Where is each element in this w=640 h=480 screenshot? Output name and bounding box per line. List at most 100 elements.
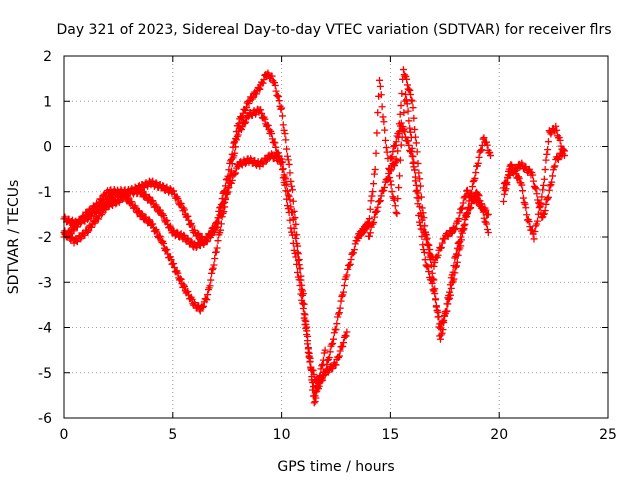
data-point [245, 100, 253, 108]
data-point [94, 215, 102, 223]
data-point [345, 261, 353, 269]
data-point [406, 124, 414, 132]
data-point [376, 82, 384, 90]
data-point [417, 209, 425, 217]
data-point [261, 115, 269, 123]
data-point [543, 150, 551, 158]
data-point [119, 195, 127, 203]
data-point [433, 306, 441, 314]
data-point [437, 331, 445, 339]
data-point [536, 203, 544, 211]
data-point [453, 244, 461, 252]
data-point [455, 238, 463, 246]
data-point [447, 229, 455, 237]
data-point [186, 220, 194, 228]
y-tick-label: -3 [38, 275, 52, 291]
data-point [521, 200, 529, 208]
data-point [475, 153, 483, 161]
data-point [286, 196, 294, 204]
data-point [532, 185, 540, 193]
data-point [306, 357, 314, 365]
series-sat-c [60, 150, 329, 407]
data-point [255, 84, 263, 92]
data-point [478, 200, 486, 208]
data-point [500, 190, 508, 198]
data-point [391, 159, 399, 167]
data-point [218, 204, 226, 212]
data-point [294, 269, 302, 277]
data-point [298, 281, 306, 289]
data-point [544, 195, 552, 203]
data-point [463, 210, 471, 218]
data-point [241, 119, 249, 127]
data-point [344, 265, 352, 273]
data-point [432, 302, 440, 310]
data-point [370, 170, 378, 178]
data-point [535, 199, 543, 207]
data-point [388, 153, 396, 161]
data-point [377, 91, 385, 99]
data-point [503, 178, 511, 186]
data-point [278, 166, 286, 174]
data-point [335, 310, 343, 318]
data-point [228, 176, 236, 184]
data-point [347, 256, 355, 264]
data-point [288, 208, 296, 216]
data-point [279, 121, 287, 129]
data-point [401, 133, 409, 141]
data-point [442, 308, 450, 316]
data-point [458, 205, 466, 213]
data-point [412, 181, 420, 189]
data-point [387, 166, 395, 174]
data-point [271, 139, 279, 147]
data-point [466, 205, 474, 213]
data-point [304, 344, 312, 352]
data-point [278, 158, 286, 166]
data-point [392, 138, 400, 146]
data-point [170, 260, 178, 268]
data-point [328, 340, 336, 348]
data-point [228, 150, 236, 158]
data-point [83, 215, 91, 223]
data-point [399, 66, 407, 74]
data-point [393, 157, 401, 165]
data-point [482, 206, 490, 214]
data-point [408, 97, 416, 105]
data-point [431, 285, 439, 293]
data-point [288, 182, 296, 190]
data-point [507, 161, 515, 169]
data-point [288, 186, 296, 194]
data-point [415, 194, 423, 202]
x-tick-label: 10 [273, 427, 291, 443]
data-point [366, 205, 374, 213]
data-point [370, 180, 378, 188]
data-point [370, 213, 378, 221]
data-point [274, 92, 282, 100]
data-point [541, 166, 549, 174]
data-point [283, 180, 291, 188]
data-point [420, 248, 428, 256]
data-point [285, 160, 293, 168]
data-point [456, 209, 464, 217]
data-point [332, 361, 340, 369]
chart-title: Day 321 of 2023, Sidereal Day-to-day VTE… [56, 22, 611, 38]
data-point [480, 214, 488, 222]
data-point [160, 240, 168, 248]
data-point [446, 288, 454, 296]
data-point [389, 148, 397, 156]
data-point [283, 145, 291, 153]
data-point [272, 143, 280, 151]
data-point [232, 128, 240, 136]
data-point [390, 143, 398, 151]
data-point [538, 193, 546, 201]
data-point [443, 300, 451, 308]
data-point [389, 193, 397, 201]
data-point [277, 105, 285, 113]
data-point [403, 75, 411, 83]
series-sat-f [386, 119, 492, 270]
data-point [348, 250, 356, 258]
data-point [184, 287, 192, 295]
data-point [274, 93, 282, 101]
data-point [174, 269, 182, 277]
